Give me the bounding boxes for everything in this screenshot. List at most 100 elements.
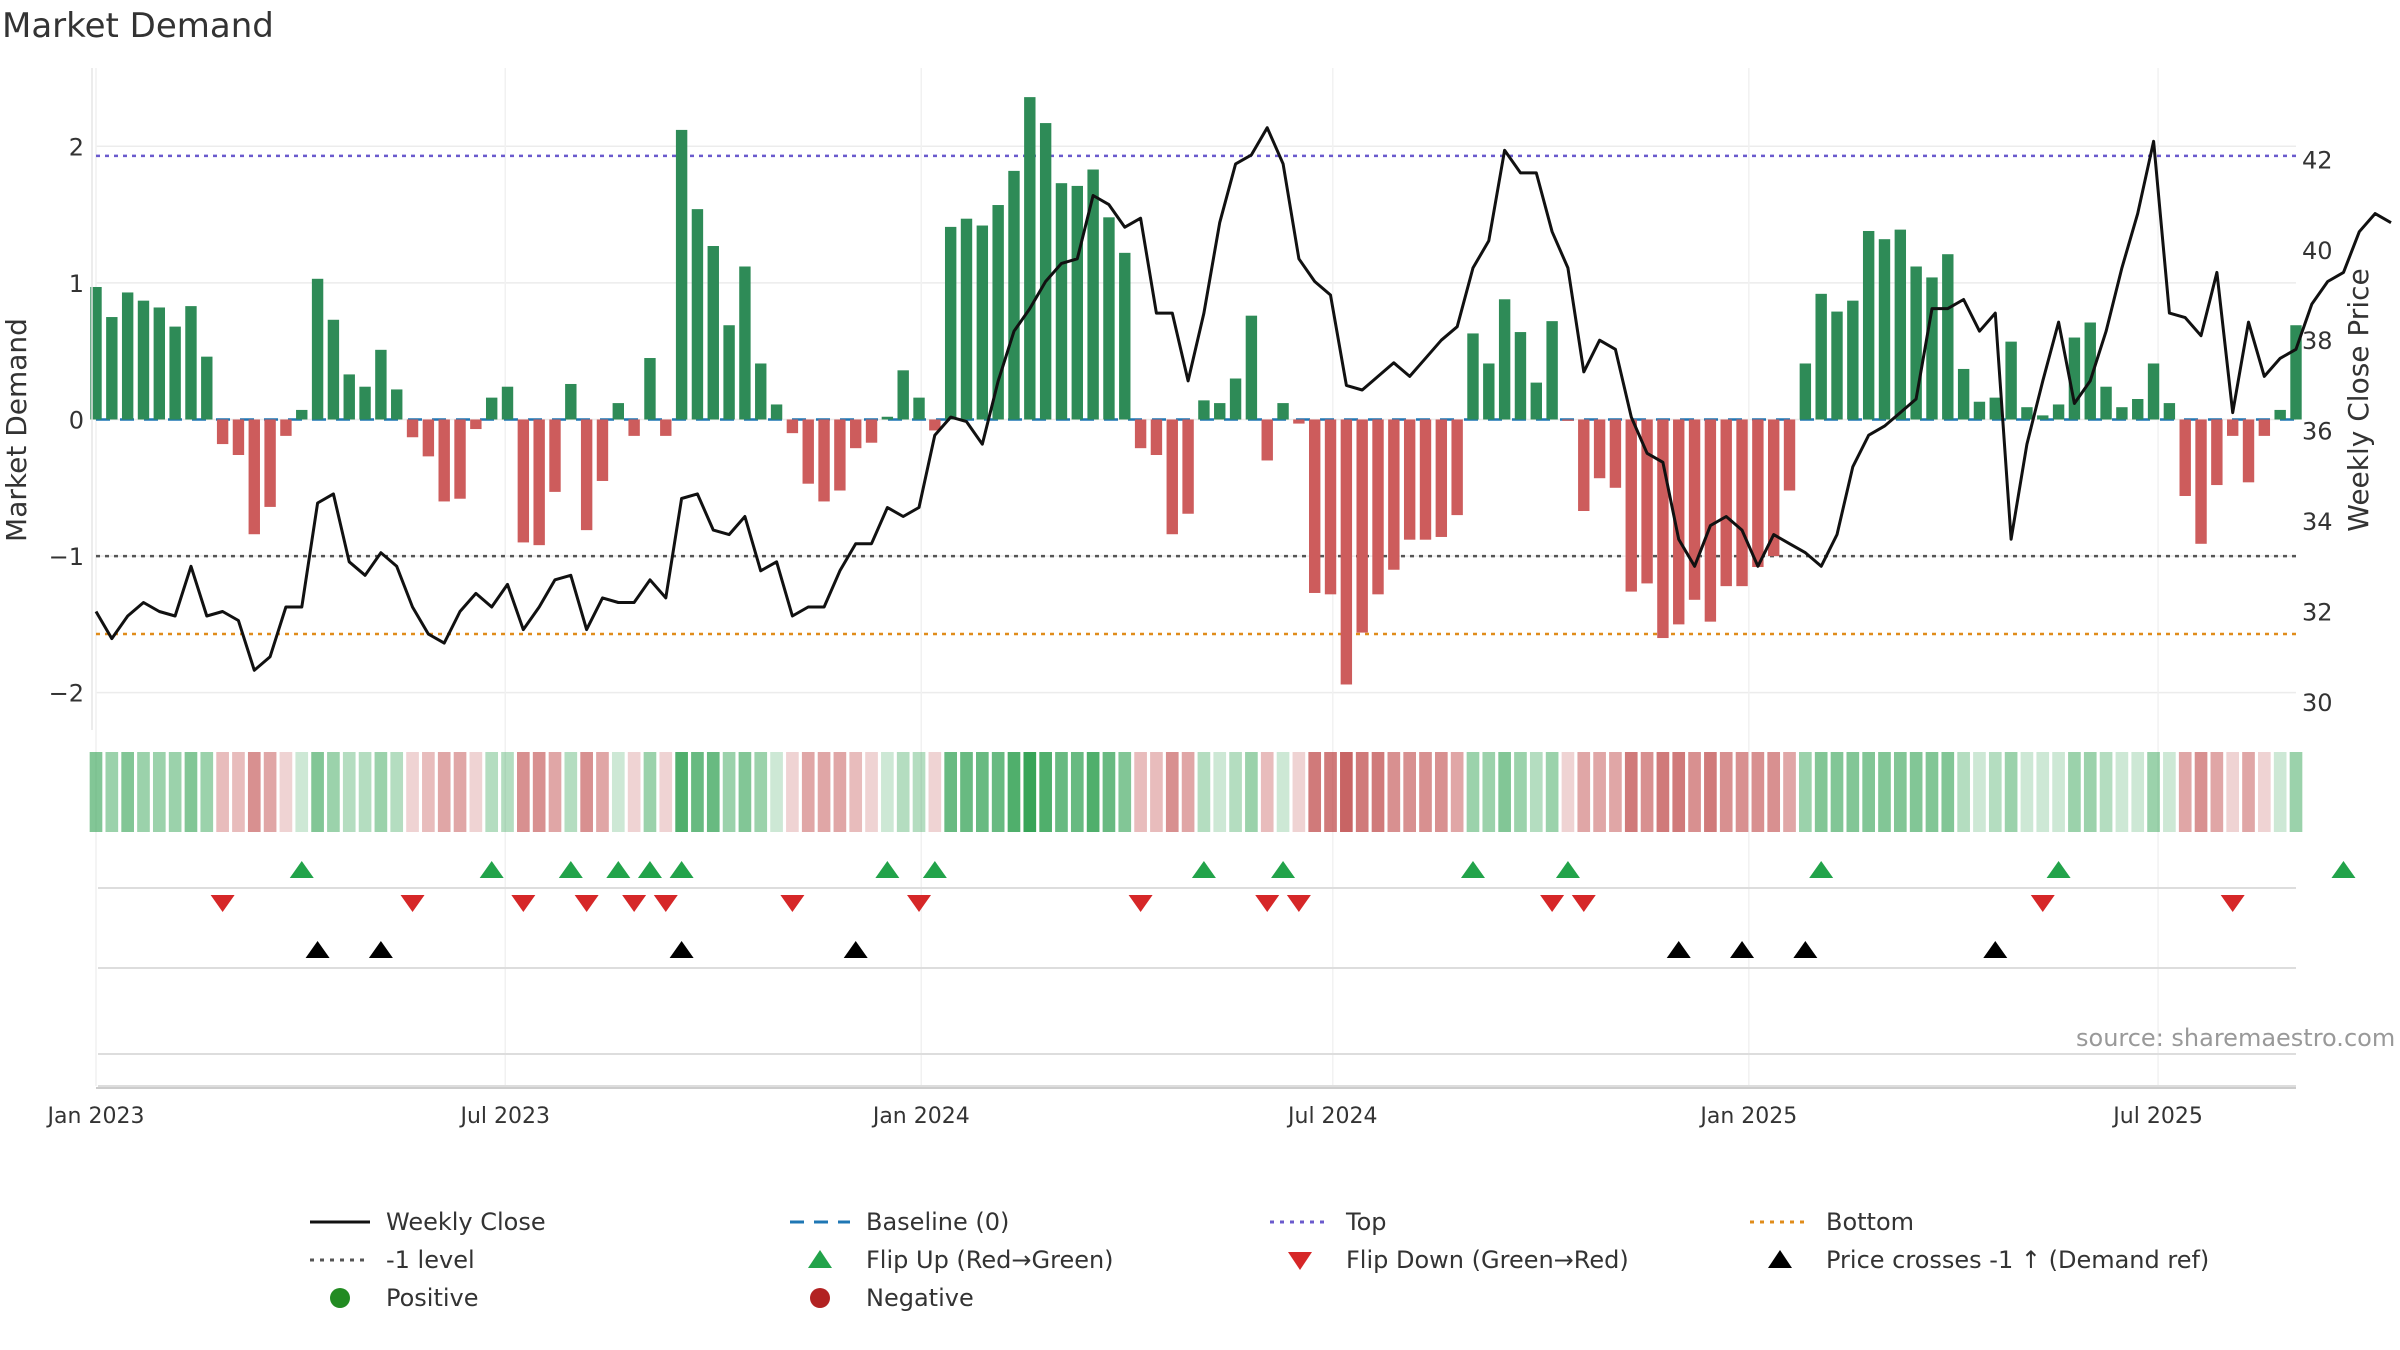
demand-strip-cell (1245, 752, 1258, 832)
demand-strip-cell (991, 752, 1005, 832)
legend-item-price-cross: Price crosses -1 ↑ (Demand ref) (1750, 1243, 2209, 1277)
demand-strip-cell (1688, 752, 1701, 832)
demand-strip-cell (1704, 752, 1717, 832)
demand-strip-cell (1070, 752, 1084, 832)
demand-bar-positive (1245, 315, 1258, 420)
legend-item-flip-down: Flip Down (Green→Red) (1270, 1243, 1629, 1277)
demand-strip-cell (105, 752, 119, 832)
demand-strip-cell (1799, 752, 1812, 832)
price-cross-marker (368, 941, 393, 958)
demand-strip-cell (517, 752, 530, 832)
demand-strip-cell (611, 752, 625, 832)
demand-strip-cell (944, 752, 958, 832)
demand-strip-cell (232, 752, 245, 832)
demand-strip-cell (263, 752, 277, 832)
legend-label: Top (1346, 1208, 1387, 1236)
demand-strip-cell (1134, 752, 1147, 832)
demand-bar-negative (280, 419, 292, 436)
chart-legend: Weekly Close -1 level Positive Baseline … (0, 1205, 2400, 1345)
demand-strip-cell (1767, 752, 1781, 832)
demand-bar-positive (2132, 399, 2144, 420)
demand-bar-positive (169, 326, 181, 420)
demand-bar-positive (2163, 403, 2176, 420)
flip-up-marker (479, 861, 504, 878)
y-tick-label-left: −1 (49, 543, 84, 571)
demand-bar-negative (1419, 419, 1432, 540)
demand-bar-negative (596, 419, 609, 481)
demand-strip-cell (675, 752, 688, 832)
demand-bar-negative (2179, 419, 2191, 496)
demand-strip-cell (627, 752, 641, 832)
demand-strip-cell (1181, 752, 1195, 832)
demand-bar-negative (1435, 419, 1448, 537)
triangle-down-icon (1288, 1252, 1312, 1270)
demand-bar-negative (422, 419, 435, 457)
demand-strip-cell (865, 752, 878, 832)
demand-bar-negative (1752, 419, 1764, 568)
y-tick-label-right: 38 (2302, 327, 2333, 355)
y-tick-label-left: 0 (69, 406, 84, 434)
demand-strip-cell (1102, 752, 1116, 832)
legend-item-positive: Positive (310, 1281, 479, 1315)
demand-strip-cell (2068, 752, 2081, 832)
legend-item-top: Top (1270, 1205, 1387, 1239)
demand-strip-cell (801, 752, 815, 832)
y-tick-label-left: 1 (69, 270, 84, 298)
demand-strip-cell (849, 752, 863, 832)
demand-strip-cell (1846, 752, 1860, 832)
demand-bar-positive (1055, 183, 1068, 420)
legend-label: Positive (386, 1284, 479, 1312)
flip-up-marker (606, 861, 631, 878)
demand-strip-cell (1925, 752, 1939, 832)
demand-strip-cell (1340, 752, 1353, 832)
y-tick-label-right: 36 (2302, 418, 2333, 446)
demand-strip-cell (1957, 752, 1970, 832)
demand-bar-negative (470, 419, 482, 430)
demand-bar-positive (90, 286, 102, 420)
demand-bar-positive (1910, 266, 1922, 420)
price-cross-marker (305, 941, 330, 958)
price-cross-marker (1793, 941, 1818, 958)
demand-bar-positive (1957, 368, 1970, 420)
demand-strip-cell (1387, 752, 1401, 832)
flip-up-marker (1555, 861, 1580, 878)
demand-bar-positive (2005, 341, 2017, 420)
demand-bar-positive (1514, 332, 1527, 420)
demand-bar-positive (1039, 123, 1052, 420)
flip-down-marker (1128, 895, 1153, 912)
demand-strip-cell (1672, 752, 1686, 832)
flip-up-marker (637, 861, 662, 878)
demand-bar-negative (1309, 419, 1321, 593)
demand-strip-cell (469, 752, 483, 832)
demand-bar-positive (501, 386, 514, 420)
demand-bar-positive (1894, 229, 1907, 420)
legend-item-negative: Negative (790, 1281, 974, 1315)
demand-bar-negative (2211, 419, 2223, 486)
demand-strip-cell (738, 752, 752, 832)
demand-bar-positive (1989, 397, 2001, 420)
demand-bar-negative (580, 419, 593, 531)
demand-bar-negative (1388, 419, 1400, 570)
demand-bar-negative (834, 419, 846, 491)
demand-strip-cell (295, 752, 309, 832)
demand-bar-negative (1182, 419, 1194, 514)
demand-strip-cell (976, 752, 989, 832)
demand-bar-negative (1562, 419, 1574, 421)
demand-strip-cell (1197, 752, 1211, 832)
demand-bar-negative (438, 419, 450, 502)
demand-strip-cell (390, 752, 404, 832)
demand-strip-cell (928, 752, 942, 832)
demand-strip-cell (722, 752, 736, 832)
demand-strip-cell (501, 752, 514, 832)
demand-strip-cell (1371, 752, 1385, 832)
demand-strip-cell (1862, 752, 1875, 832)
demand-bar-negative (1261, 419, 1273, 461)
legend-item-minus-one-level: -1 level (310, 1243, 475, 1277)
demand-strip-cell (754, 752, 768, 832)
demand-bar-positive (960, 218, 973, 420)
demand-strip-cell (184, 752, 198, 832)
triangle-up-icon (808, 1250, 832, 1268)
demand-strip-cell (1466, 752, 1480, 832)
demand-strip-cell (1830, 752, 1844, 832)
demand-bar-positive (106, 317, 118, 420)
